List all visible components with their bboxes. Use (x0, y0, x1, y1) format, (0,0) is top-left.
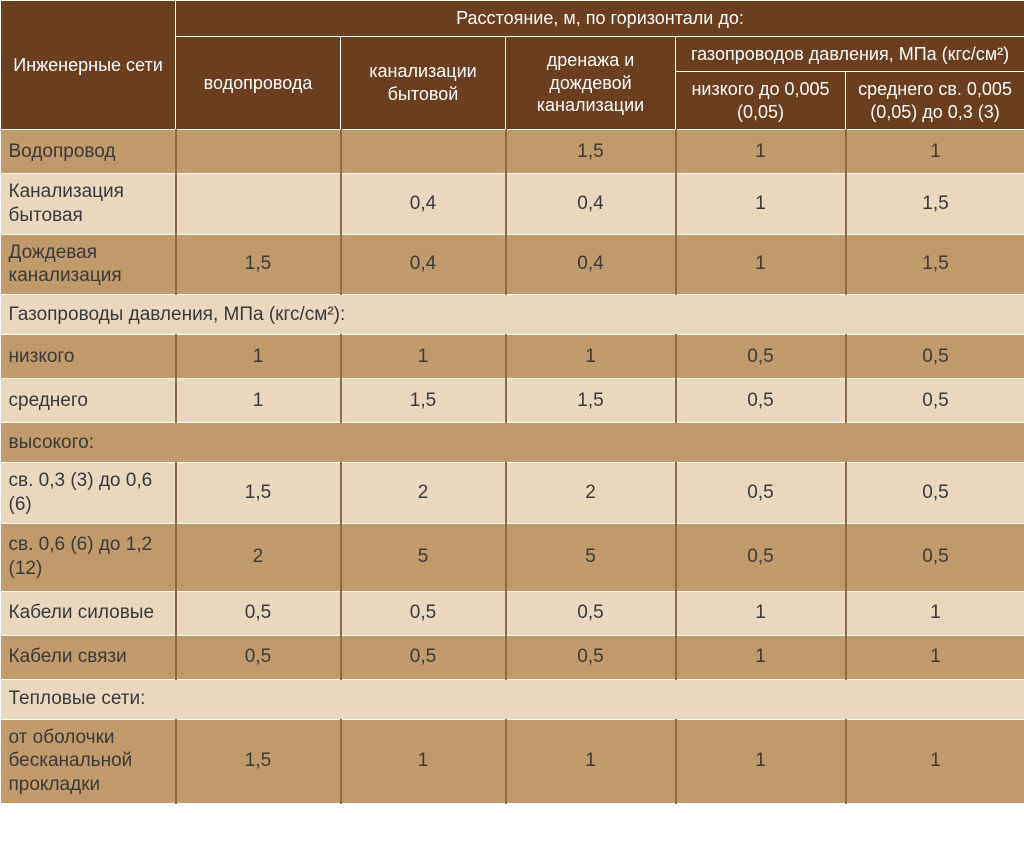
section-row: Тепловые сети: (1, 679, 1024, 719)
header-gas-group: газопроводов давления, МПа (кгс/см²) (676, 36, 1024, 72)
table-row: низкого1110,50,5 (1, 335, 1024, 379)
section-label: Газопроводы давления, МПа (кгс/см²): (1, 295, 1024, 335)
cell (176, 174, 341, 235)
cell: 1 (341, 335, 506, 379)
row-label: Кабели силовые (1, 591, 176, 635)
cell: 0,5 (676, 523, 846, 591)
table-body: Водопровод1,511Канализация бытовая0,40,4… (1, 130, 1024, 804)
row-label: низкого (1, 335, 176, 379)
cell: 0,5 (846, 379, 1024, 423)
cell: 0,4 (506, 174, 676, 235)
distance-table: Инженерные сети Расстояние, м, по горизо… (0, 0, 1024, 804)
row-label: Канализация бытовая (1, 174, 176, 235)
row-label: среднего (1, 379, 176, 423)
cell: 1 (341, 719, 506, 803)
table-row: Водопровод1,511 (1, 130, 1024, 174)
row-label: Кабели связи (1, 635, 176, 679)
cell: 5 (341, 523, 506, 591)
header-col-3: дренажа и дождевой канализации (506, 36, 676, 130)
cell: 5 (506, 523, 676, 591)
cell: 0,5 (846, 523, 1024, 591)
row-label: св. 0,6 (6) до 1,2 (12) (1, 523, 176, 591)
cell: 1 (176, 379, 341, 423)
section-row: Газопроводы давления, МПа (кгс/см²): (1, 295, 1024, 335)
cell: 0,5 (506, 635, 676, 679)
cell: 0,5 (341, 635, 506, 679)
table-header: Инженерные сети Расстояние, м, по горизо… (1, 1, 1024, 130)
table-row: от оболочки бесканальной прокладки1,5111… (1, 719, 1024, 803)
cell: 1,5 (506, 130, 676, 174)
table-row: св. 0,3 (3) до 0,6 (6)1,5220,50,5 (1, 463, 1024, 524)
header-col-1: водопровода (176, 36, 341, 130)
cell: 0,5 (846, 335, 1024, 379)
header-col-2: канализации бытовой (341, 36, 506, 130)
cell: 2 (506, 463, 676, 524)
cell: 1,5 (846, 174, 1024, 235)
cell: 1 (846, 591, 1024, 635)
cell: 1 (676, 130, 846, 174)
header-top: Расстояние, м, по горизонтали до: (176, 1, 1024, 37)
cell: 1 (176, 335, 341, 379)
row-label: Водопровод (1, 130, 176, 174)
cell (176, 130, 341, 174)
cell: 1,5 (176, 234, 341, 295)
section-label: Тепловые сети: (1, 679, 1024, 719)
row-label: св. 0,3 (3) до 0,6 (6) (1, 463, 176, 524)
table-row: Кабели связи0,50,50,511 (1, 635, 1024, 679)
section-row: высокого: (1, 423, 1024, 463)
cell: 0,5 (341, 591, 506, 635)
cell: 0,5 (676, 335, 846, 379)
cell: 1 (676, 635, 846, 679)
cell: 2 (176, 523, 341, 591)
table-row: Кабели силовые0,50,50,511 (1, 591, 1024, 635)
cell: 0,5 (676, 463, 846, 524)
cell: 0,4 (506, 234, 676, 295)
cell: 1,5 (341, 379, 506, 423)
cell (341, 130, 506, 174)
row-label: Дождевая канализация (1, 234, 176, 295)
header-corner: Инженерные сети (1, 1, 176, 130)
cell: 1 (676, 719, 846, 803)
cell: 0,5 (176, 591, 341, 635)
cell: 1 (846, 635, 1024, 679)
cell: 0,5 (176, 635, 341, 679)
cell: 1 (846, 719, 1024, 803)
cell: 1,5 (846, 234, 1024, 295)
cell: 1,5 (176, 719, 341, 803)
cell: 0,5 (676, 379, 846, 423)
section-label: высокого: (1, 423, 1024, 463)
table-row: Канализация бытовая0,40,411,5 (1, 174, 1024, 235)
cell: 1 (506, 719, 676, 803)
cell: 0,5 (506, 591, 676, 635)
cell: 1 (506, 335, 676, 379)
cell: 0,4 (341, 234, 506, 295)
table-row: св. 0,6 (6) до 1,2 (12)2550,50,5 (1, 523, 1024, 591)
cell: 2 (341, 463, 506, 524)
cell: 1,5 (176, 463, 341, 524)
cell: 0,4 (341, 174, 506, 235)
table-row: среднего11,51,50,50,5 (1, 379, 1024, 423)
cell: 0,5 (846, 463, 1024, 524)
cell: 1 (846, 130, 1024, 174)
cell: 1 (676, 234, 846, 295)
header-col-4: низкого до 0,005 (0,05) (676, 72, 846, 130)
cell: 1,5 (506, 379, 676, 423)
table-row: Дождевая канализация1,50,40,411,5 (1, 234, 1024, 295)
cell: 1 (676, 591, 846, 635)
row-label: от оболочки бесканальной прокладки (1, 719, 176, 803)
header-col-5: среднего св. 0,005 (0,05) до 0,3 (3) (846, 72, 1024, 130)
cell: 1 (676, 174, 846, 235)
